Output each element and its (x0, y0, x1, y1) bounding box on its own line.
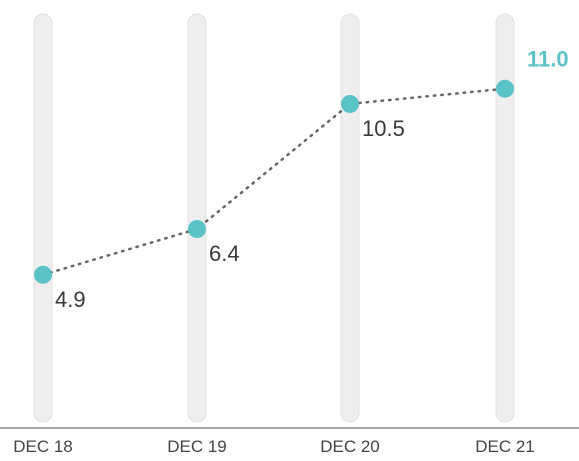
x-tick-label: DEC 20 (320, 437, 380, 456)
x-tick-label: DEC 21 (475, 437, 535, 456)
data-points (34, 79, 514, 284)
data-point (496, 79, 514, 98)
series-line (41, 87, 507, 277)
data-point (341, 94, 359, 113)
column-track (340, 13, 360, 423)
data-label: 10.5 (362, 116, 405, 141)
column-track (495, 13, 515, 423)
data-point (34, 265, 52, 284)
data-label: 6.4 (209, 241, 240, 266)
x-tick-label: DEC 19 (167, 437, 227, 456)
data-label: 11.0 (527, 47, 569, 72)
column-track (33, 13, 53, 423)
data-point (188, 220, 206, 238)
x-tick-labels: DEC 18 DEC 19 DEC 20 DEC 21 (13, 437, 535, 456)
column-tracks (33, 13, 515, 423)
value-labels: 4.9 6.4 10.5 11.0 (55, 47, 569, 312)
column-track (187, 13, 207, 423)
x-tick-label: DEC 18 (13, 437, 73, 456)
data-label: 4.9 (55, 287, 86, 312)
